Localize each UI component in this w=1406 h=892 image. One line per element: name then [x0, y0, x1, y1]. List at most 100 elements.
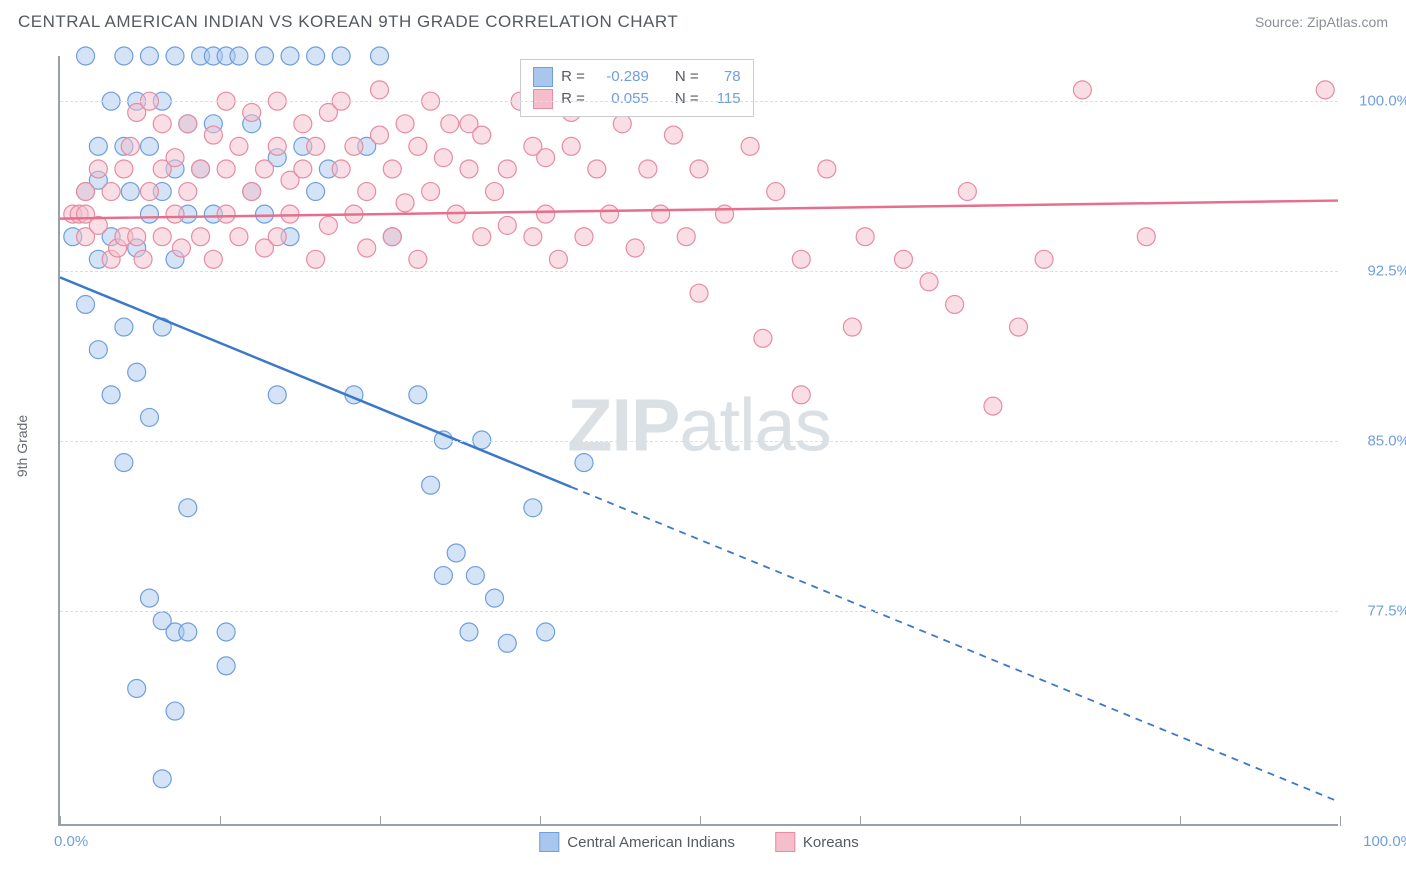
data-point — [230, 137, 248, 155]
data-point — [166, 702, 184, 720]
legend-swatch — [775, 832, 795, 852]
data-point — [217, 623, 235, 641]
data-point — [121, 137, 139, 155]
data-point — [243, 183, 261, 201]
data-point — [204, 250, 222, 268]
data-point — [179, 499, 197, 517]
data-point — [172, 239, 190, 257]
data-point — [524, 228, 542, 246]
data-point — [345, 137, 363, 155]
data-point — [217, 657, 235, 675]
legend-label: Central American Indians — [567, 834, 735, 851]
data-point — [140, 137, 158, 155]
data-point — [843, 318, 861, 336]
trendline-solid — [60, 201, 1338, 219]
data-point — [524, 499, 542, 517]
legend-n-label: N = — [675, 88, 699, 110]
source-link[interactable]: ZipAtlas.com — [1307, 14, 1388, 30]
data-point — [217, 160, 235, 178]
data-point — [690, 284, 708, 302]
data-point — [102, 183, 120, 201]
data-point — [166, 205, 184, 223]
data-point — [153, 115, 171, 133]
data-point — [307, 47, 325, 65]
scatter-svg — [60, 56, 1338, 824]
data-point — [294, 115, 312, 133]
data-point — [294, 160, 312, 178]
data-point — [818, 160, 836, 178]
data-point — [441, 115, 459, 133]
data-point — [549, 250, 567, 268]
data-point — [121, 183, 139, 201]
data-point — [626, 239, 644, 257]
data-point — [741, 137, 759, 155]
data-point — [192, 228, 210, 246]
data-point — [217, 205, 235, 223]
source-attribution: Source: ZipAtlas.com — [1255, 14, 1388, 30]
data-point — [894, 250, 912, 268]
data-point — [422, 183, 440, 201]
gridline — [60, 101, 1338, 102]
y-tick-label: 85.0% — [1367, 433, 1406, 450]
data-point — [128, 228, 146, 246]
data-point — [319, 216, 337, 234]
data-point — [307, 183, 325, 201]
data-point — [409, 250, 427, 268]
data-point — [447, 544, 465, 562]
data-point — [498, 160, 516, 178]
data-point — [383, 228, 401, 246]
data-point — [588, 160, 606, 178]
y-axis-label: 9th Grade — [14, 415, 30, 477]
data-point — [332, 47, 350, 65]
x-tick — [540, 816, 541, 826]
data-point — [89, 341, 107, 359]
data-point — [77, 47, 95, 65]
trendline-solid — [60, 277, 571, 487]
data-point — [920, 273, 938, 291]
data-point — [192, 160, 210, 178]
data-point — [754, 329, 772, 347]
data-point — [140, 47, 158, 65]
data-point — [371, 126, 389, 144]
data-point — [409, 386, 427, 404]
data-point — [134, 250, 152, 268]
data-point — [434, 567, 452, 585]
x-tick-label-right: 100.0% — [1363, 833, 1406, 850]
x-tick — [220, 816, 221, 826]
data-point — [243, 103, 261, 121]
stats-legend-row: R = -0.289 N = 78 — [533, 66, 741, 88]
data-point — [140, 205, 158, 223]
legend-swatch — [539, 832, 559, 852]
chart-header: CENTRAL AMERICAN INDIAN VS KOREAN 9TH GR… — [0, 0, 1406, 40]
data-point — [1316, 81, 1334, 99]
data-point — [268, 386, 286, 404]
data-point — [434, 149, 452, 167]
legend-n-label: N = — [675, 66, 699, 88]
y-tick-label: 100.0% — [1359, 93, 1406, 110]
data-point — [792, 250, 810, 268]
x-tick — [1180, 816, 1181, 826]
x-tick — [1340, 816, 1341, 826]
x-tick — [860, 816, 861, 826]
data-point — [358, 183, 376, 201]
data-point — [77, 183, 95, 201]
data-point — [230, 47, 248, 65]
data-point — [115, 318, 133, 336]
data-point — [575, 454, 593, 472]
data-point — [767, 183, 785, 201]
data-point — [422, 476, 440, 494]
data-point — [1035, 250, 1053, 268]
stats-legend-box: R = -0.289 N = 78 R = 0.055 N = 115 — [520, 59, 754, 117]
data-point — [89, 137, 107, 155]
legend-r-label: R = — [561, 66, 585, 88]
y-tick-label: 77.5% — [1367, 602, 1406, 619]
legend-r-value: 0.055 — [593, 88, 649, 110]
data-point — [652, 205, 670, 223]
data-point — [255, 205, 273, 223]
data-point — [396, 194, 414, 212]
data-point — [383, 160, 401, 178]
data-point — [460, 623, 478, 641]
data-point — [281, 47, 299, 65]
x-tick-label-left: 0.0% — [54, 833, 88, 850]
data-point — [102, 386, 120, 404]
